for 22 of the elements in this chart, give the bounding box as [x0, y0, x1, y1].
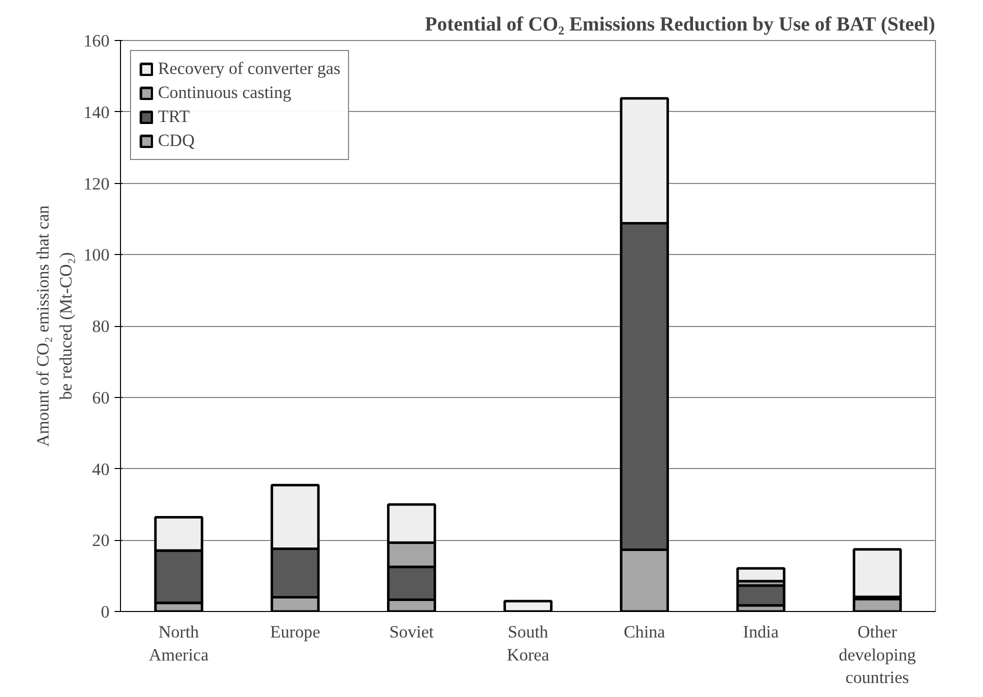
x-tick-label: North America [148, 622, 209, 664]
x-tick-label: China [624, 622, 666, 642]
legend-label: TRT [158, 107, 190, 127]
legend-label: Continuous casting [158, 83, 292, 103]
y-tick-label: 60 [92, 388, 110, 408]
x-tick-label: Soviet [389, 622, 434, 642]
legend-label: Recovery of converter gas [158, 59, 340, 79]
legend-label: CDQ [158, 131, 195, 151]
y-tick-label: 100 [84, 246, 110, 265]
x-tick-label: Other developing countries [838, 622, 916, 688]
y-tick-label: 0 [100, 602, 110, 622]
y-tick-label: 80 [92, 317, 110, 336]
chart-title: Potential of CO₂ Emissions Reduction by Use of BAT (Steel) [424, 14, 936, 36]
x-tick-label: South Korea [506, 622, 550, 664]
x-tick-label: India [743, 622, 779, 642]
y-tick-label: 140 [84, 102, 110, 122]
y-tick-label: 20 [92, 531, 110, 550]
y-tick-label: 160 [84, 32, 110, 50]
x-tick-label: Europe [270, 622, 320, 642]
y-axis-title: Amount of CO₂ emissions that can be reduced (Mt-CO₂) [34, 204, 76, 447]
y-tick-label: 40 [92, 460, 110, 479]
y-tick-label: 120 [84, 174, 110, 194]
